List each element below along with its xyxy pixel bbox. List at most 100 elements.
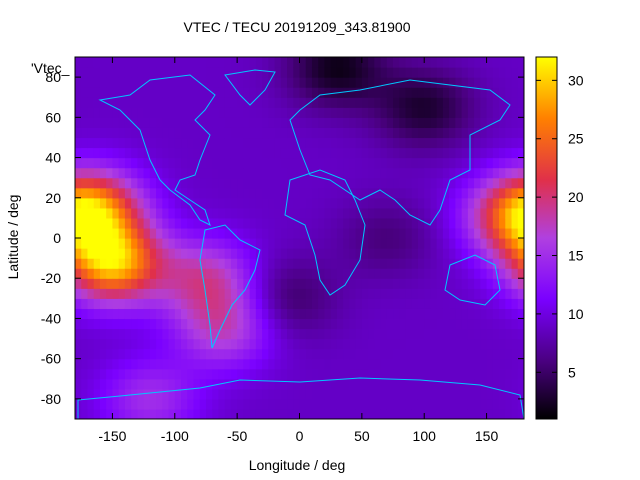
heatmap-cell <box>417 238 425 249</box>
heatmap-cell <box>131 358 138 370</box>
heatmap-cell <box>99 348 107 360</box>
heatmap-cell <box>492 278 500 289</box>
heatmap-cell <box>274 308 282 320</box>
heatmap-cell <box>330 318 338 330</box>
heatmap-cell <box>368 348 375 360</box>
heatmap-cell <box>106 227 114 239</box>
heatmap-cell <box>480 167 488 179</box>
heatmap-cell <box>361 258 369 269</box>
heatmap-cell <box>517 258 524 269</box>
heatmap-cell <box>336 328 344 340</box>
heatmap-cell <box>349 167 357 179</box>
heatmap-cell <box>474 378 481 390</box>
heatmap-cell <box>349 328 357 340</box>
heatmap-cell <box>274 67 282 78</box>
heatmap-cell <box>424 398 432 410</box>
heatmap-cell <box>355 278 363 289</box>
heatmap-cell <box>187 398 195 410</box>
heatmap-cell <box>511 137 519 149</box>
heatmap-cell <box>99 187 107 199</box>
heatmap-cell <box>380 278 388 289</box>
heatmap-cell <box>511 227 519 239</box>
heatmap-cell <box>162 97 170 108</box>
heatmap-cell <box>81 147 89 159</box>
heatmap-cell <box>212 127 220 139</box>
heatmap-cell <box>274 87 282 98</box>
heatmap-cell <box>393 348 400 360</box>
heatmap-cell <box>81 298 89 309</box>
heatmap-cell <box>149 278 157 289</box>
heatmap-cell <box>181 227 188 239</box>
heatmap-cell <box>486 197 494 209</box>
heatmap-cell <box>336 258 344 269</box>
y-tick-label: -40 <box>41 310 61 326</box>
heatmap-cell <box>93 258 101 269</box>
heatmap-cell <box>324 358 332 370</box>
heatmap-cell <box>480 107 488 118</box>
heatmap-cell <box>218 278 226 289</box>
heatmap-cell <box>262 288 269 299</box>
heatmap-cell <box>499 318 506 330</box>
heatmap-cell <box>81 238 89 249</box>
heatmap-cell <box>106 408 114 419</box>
heatmap-area <box>75 57 524 419</box>
heatmap-cell <box>187 97 195 108</box>
heatmap-cell <box>461 298 469 309</box>
heatmap-cell <box>486 227 494 239</box>
heatmap-cell <box>280 368 288 380</box>
heatmap-cell <box>287 348 294 360</box>
heatmap-cell <box>405 358 413 370</box>
heatmap-cell <box>486 338 494 350</box>
heatmap-cell <box>212 278 220 289</box>
heatmap-cell <box>517 217 524 229</box>
heatmap-cell <box>349 117 357 128</box>
heatmap-cell <box>467 348 475 360</box>
heatmap-cell <box>330 127 338 139</box>
heatmap-cell <box>93 328 101 340</box>
heatmap-cell <box>274 197 282 209</box>
heatmap-cell <box>417 227 425 239</box>
heatmap-cell <box>93 167 101 179</box>
heatmap-cell <box>106 338 114 350</box>
heatmap-cell <box>249 57 257 68</box>
heatmap-cell <box>505 368 513 380</box>
heatmap-cell <box>311 258 319 269</box>
heatmap-cell <box>330 248 338 259</box>
heatmap-cell <box>274 378 282 390</box>
heatmap-cell <box>311 268 319 279</box>
heatmap-cell <box>467 147 475 159</box>
heatmap-cell <box>230 117 238 128</box>
heatmap-cell <box>237 278 244 289</box>
heatmap-cell <box>106 177 114 189</box>
heatmap-cell <box>143 137 151 149</box>
heatmap-cell <box>511 207 519 219</box>
coast-greenland <box>224 69 276 106</box>
heatmap-cell <box>137 157 145 169</box>
heatmap-cell <box>118 318 126 330</box>
heatmap-cell <box>436 197 444 209</box>
heatmap-cell <box>87 368 95 380</box>
heatmap-cell <box>424 408 432 419</box>
heatmap-cell <box>174 238 182 249</box>
heatmap-cell <box>380 398 388 410</box>
heatmap-cell <box>162 67 170 78</box>
heatmap-cell <box>268 107 276 118</box>
heatmap-cell <box>499 288 506 299</box>
heatmap-cell <box>399 368 407 380</box>
heatmap-cell <box>162 87 170 98</box>
heatmap-cell <box>137 278 145 289</box>
heatmap-cell <box>237 177 244 189</box>
heatmap-cell <box>474 57 481 68</box>
heatmap-cell <box>193 197 201 209</box>
heatmap-cell <box>499 227 506 239</box>
heatmap-cell <box>280 298 288 309</box>
heatmap-cell <box>374 238 382 249</box>
heatmap-cell <box>386 288 394 299</box>
heatmap-cell <box>343 408 350 419</box>
heatmap-cell <box>255 187 263 199</box>
heatmap-cell <box>174 117 182 128</box>
heatmap-cell <box>280 248 288 259</box>
heatmap-cell <box>237 408 244 419</box>
heatmap-cell <box>368 328 375 340</box>
heatmap-cell <box>81 217 89 229</box>
